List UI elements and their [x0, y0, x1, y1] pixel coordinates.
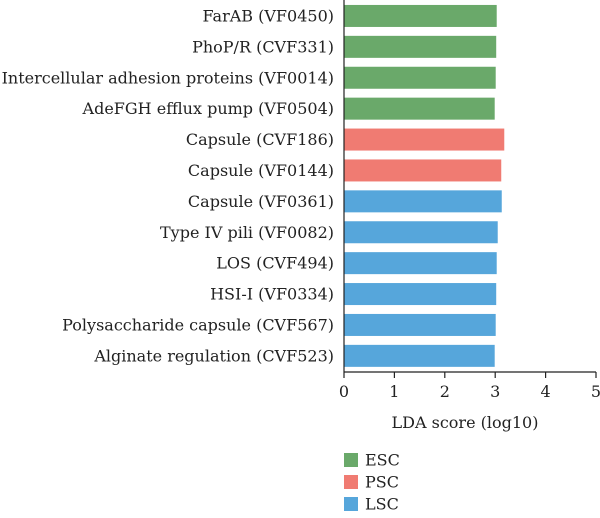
x-tick-label: 0: [339, 382, 349, 401]
bar: [344, 221, 498, 244]
category-label: FarAB (VF0450): [203, 6, 334, 25]
x-tick-label: 1: [389, 382, 399, 401]
legend-swatch: [344, 475, 358, 489]
bar: [344, 128, 505, 151]
bar: [344, 190, 502, 213]
bar: [344, 252, 497, 275]
x-tick-label: 5: [591, 382, 600, 401]
category-label: Capsule (VF0144): [188, 161, 334, 180]
category-label: Alginate regulation (CVF523): [93, 346, 334, 365]
bar: [344, 283, 497, 306]
category-label: Capsule (VF0361): [188, 192, 334, 211]
bar: [344, 313, 496, 336]
x-tick-label: 2: [440, 382, 450, 401]
category-label: LOS (CVF494): [216, 254, 334, 273]
category-label: HSI-I (VF0334): [210, 285, 334, 304]
legend-swatch: [344, 453, 358, 467]
legend: ESC PSC LSC: [344, 451, 400, 514]
bar: [344, 344, 495, 367]
bar: [344, 4, 497, 27]
bar: [344, 97, 495, 120]
x-tick-label: 4: [541, 382, 551, 401]
bar: [344, 159, 502, 182]
category-label: PhoP/R (CVF331): [192, 37, 334, 56]
category-label: AdeFGH efflux pump (VF0504): [82, 99, 334, 118]
x-tick-label: 3: [490, 382, 500, 401]
legend-swatch: [344, 497, 358, 511]
category-label: Intercellular adhesion proteins (VF0014): [2, 68, 334, 87]
bars-group: [344, 4, 505, 367]
category-label: Polysaccharide capsule (CVF567): [62, 315, 334, 334]
category-label: Type IV pili (VF0082): [160, 223, 334, 242]
bar: [344, 66, 496, 89]
bar: [344, 35, 497, 58]
legend-label: PSC: [365, 473, 399, 492]
x-axis-title: LDA score (log10): [392, 413, 539, 432]
legend-label: LSC: [365, 495, 399, 514]
legend-label: ESC: [365, 451, 400, 470]
category-labels: FarAB (VF0450) PhoP/R (CVF331) Intercellul…: [2, 6, 334, 365]
category-label: Capsule (CVF186): [186, 130, 334, 149]
x-ticks: 0 1 2 3 4 5: [339, 372, 600, 401]
